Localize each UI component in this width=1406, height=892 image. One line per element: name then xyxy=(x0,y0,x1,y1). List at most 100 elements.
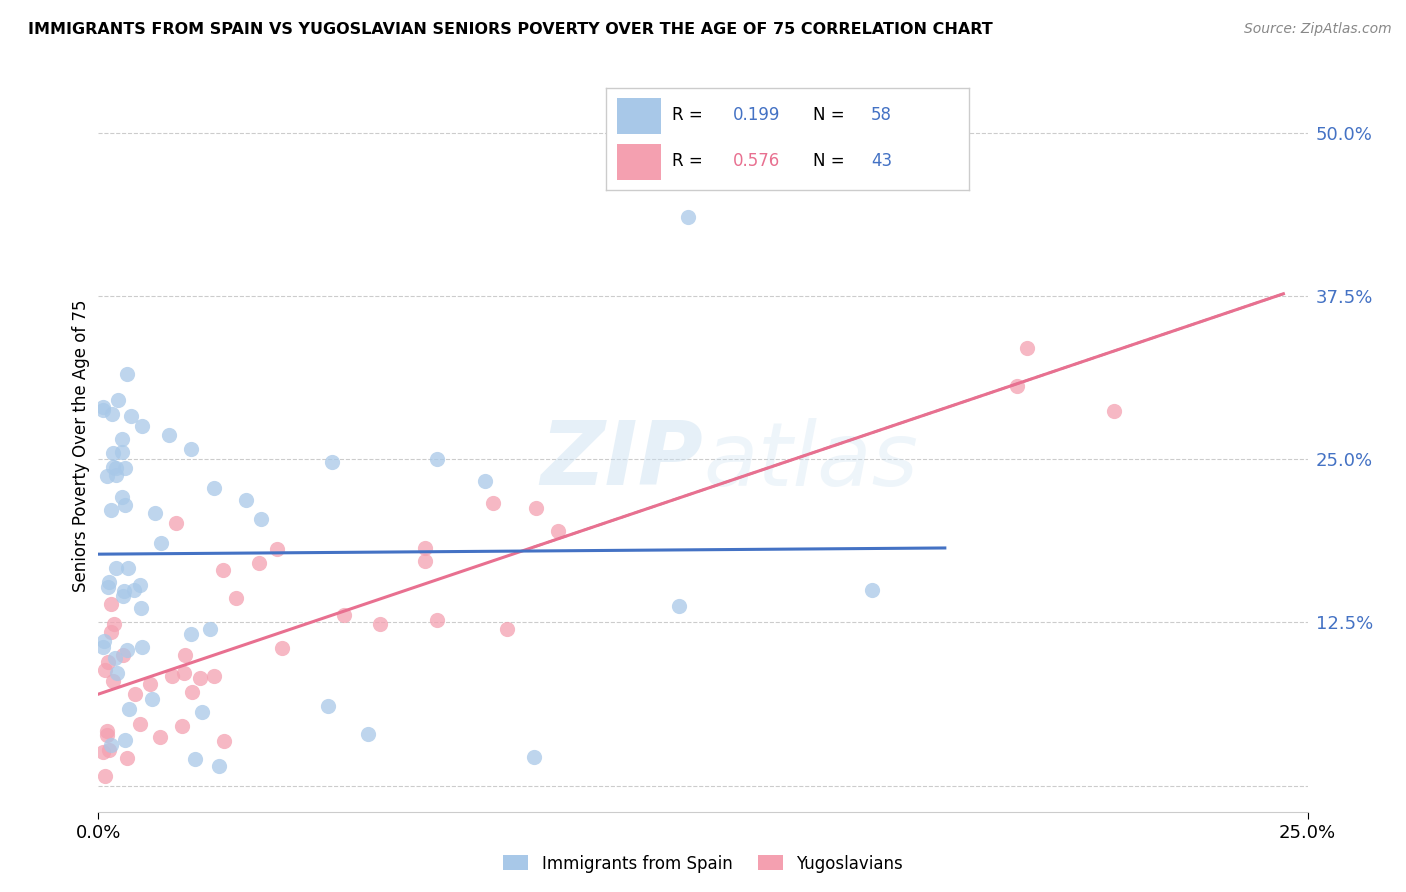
Point xyxy=(124,687,146,701)
Point xyxy=(668,599,690,613)
Point xyxy=(100,625,122,640)
Point xyxy=(157,428,180,442)
Point xyxy=(1102,404,1125,418)
Point xyxy=(114,461,136,475)
Point xyxy=(91,403,114,417)
Point xyxy=(117,560,139,574)
Point xyxy=(212,733,235,747)
Point xyxy=(91,640,114,654)
Point xyxy=(1007,378,1029,392)
Point xyxy=(131,640,153,654)
Point xyxy=(496,623,519,637)
Point xyxy=(96,469,118,483)
Point xyxy=(188,671,211,685)
Point xyxy=(101,445,124,459)
Point xyxy=(105,561,128,575)
Point xyxy=(111,490,134,504)
Point xyxy=(97,580,120,594)
Y-axis label: Seniors Poverty Over the Age of 75: Seniors Poverty Over the Age of 75 xyxy=(72,300,90,592)
Point xyxy=(413,541,436,555)
Point xyxy=(139,677,162,691)
Point xyxy=(94,769,117,783)
Point xyxy=(316,698,339,713)
Point xyxy=(211,563,233,577)
Point xyxy=(94,663,117,677)
Point xyxy=(114,733,136,747)
Point xyxy=(105,461,128,475)
Point xyxy=(111,444,134,458)
Point xyxy=(128,578,150,592)
Point xyxy=(100,738,122,752)
Point xyxy=(100,597,122,611)
Point xyxy=(266,542,288,557)
Point xyxy=(114,498,136,512)
Point xyxy=(413,554,436,568)
Point xyxy=(97,574,120,589)
Point xyxy=(249,556,271,570)
Point xyxy=(208,759,231,773)
Point xyxy=(225,591,247,606)
Point xyxy=(91,400,114,414)
Point xyxy=(1015,341,1038,355)
Point xyxy=(165,516,187,530)
Point xyxy=(860,583,883,598)
Point xyxy=(474,475,496,489)
Point xyxy=(357,727,380,741)
Point xyxy=(368,616,391,631)
Legend: Immigrants from Spain, Yugoslavians: Immigrants from Spain, Yugoslavians xyxy=(496,848,910,880)
Point xyxy=(131,419,153,434)
Point xyxy=(105,666,128,681)
Point xyxy=(128,717,150,731)
Point xyxy=(111,648,134,662)
Point xyxy=(149,730,172,744)
Point xyxy=(107,393,129,408)
Point xyxy=(122,583,145,598)
Point xyxy=(181,684,204,698)
Point xyxy=(101,674,124,689)
Point xyxy=(129,600,152,615)
Point xyxy=(103,616,125,631)
Point xyxy=(180,627,202,641)
Point xyxy=(150,535,173,549)
Point xyxy=(172,719,194,733)
Point xyxy=(191,705,214,719)
Text: Source: ZipAtlas.com: Source: ZipAtlas.com xyxy=(1244,22,1392,37)
Point xyxy=(115,642,138,657)
Point xyxy=(426,452,449,467)
Point xyxy=(97,655,120,669)
Point xyxy=(117,367,139,381)
Text: IMMIGRANTS FROM SPAIN VS YUGOSLAVIAN SENIORS POVERTY OVER THE AGE OF 75 CORRELAT: IMMIGRANTS FROM SPAIN VS YUGOSLAVIAN SEN… xyxy=(28,22,993,37)
Point xyxy=(105,467,128,482)
Point xyxy=(111,432,134,446)
Point xyxy=(678,211,700,225)
Point xyxy=(174,648,197,662)
Point xyxy=(524,501,547,516)
Point xyxy=(204,481,226,495)
Point xyxy=(250,511,273,525)
Point xyxy=(91,745,114,759)
Point xyxy=(143,506,166,520)
Point xyxy=(321,455,343,469)
Point xyxy=(100,502,122,516)
Point xyxy=(101,459,124,474)
Point xyxy=(96,728,118,742)
Point xyxy=(180,442,202,457)
Point xyxy=(204,669,226,683)
Point xyxy=(235,493,257,508)
Text: atlas: atlas xyxy=(703,417,918,504)
Point xyxy=(333,607,356,622)
Point xyxy=(98,743,121,757)
Point xyxy=(200,622,222,636)
Point xyxy=(120,409,142,423)
Point xyxy=(111,589,134,603)
Point xyxy=(96,723,118,738)
Point xyxy=(104,651,127,665)
Point xyxy=(112,584,135,599)
Point xyxy=(482,496,505,510)
Point xyxy=(141,692,163,706)
Point xyxy=(160,669,183,683)
Point xyxy=(100,407,122,421)
Point xyxy=(93,633,115,648)
Point xyxy=(547,524,569,538)
Point xyxy=(118,702,141,716)
